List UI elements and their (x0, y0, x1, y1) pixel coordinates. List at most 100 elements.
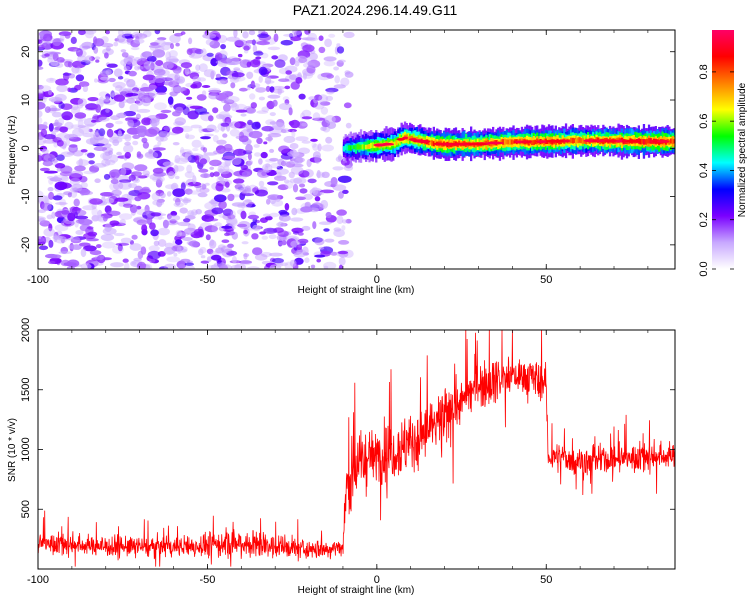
spectrogram-noise-cell (57, 117, 65, 126)
spectrogram-noise-cell (248, 184, 258, 194)
spectrogram-noise-cell (216, 79, 226, 85)
spectrogram-noise-cell (52, 38, 62, 47)
spectrogram-noise-cell (176, 245, 182, 254)
spectrogram-noise-cell (155, 179, 163, 188)
spectrogram-noise-cell (198, 63, 208, 72)
snr-x-tick-label: 50 (540, 574, 552, 586)
spectrogram-noise-cell (280, 129, 287, 134)
spectrogram-noise-cell (243, 45, 250, 51)
spectrogram-noise-cell (69, 144, 78, 148)
spectrogram-noise-cell (120, 49, 127, 53)
spectrogram-noise-cell (249, 59, 261, 68)
spectrogram-noise-cell (301, 225, 311, 231)
spectrogram-noise-cell (102, 98, 117, 106)
spectrogram-noise-cell (243, 252, 248, 260)
spectrogram-noise-cell (247, 119, 253, 126)
spectrogram-noise-cell (131, 234, 138, 240)
spectrogram-noise-cell (172, 126, 184, 134)
spectrogram-noise-cell (83, 170, 96, 175)
spectrogram-noise-cell (195, 64, 201, 71)
spectrogram-noise-cell (82, 205, 96, 211)
spectrogram-noise-cell (115, 120, 123, 125)
spectrogram-noise-cell (80, 263, 92, 269)
spectrogram-noise-cell (252, 224, 262, 231)
spectrogram-noise-cell (58, 251, 72, 255)
spectrogram-noise-cell (269, 148, 275, 153)
spectrogram-noise-cell (170, 43, 174, 50)
spectrogram-noise-cell (110, 115, 121, 121)
spectrogram-noise-cell (230, 210, 236, 220)
spectrogram-noise-cell (168, 58, 180, 62)
spectrogram-noise-cell (160, 109, 172, 114)
spectrogram-noise-cell (184, 66, 190, 76)
spectrogram-noise-cell (139, 87, 154, 92)
spectrogram-noise-cell (113, 94, 126, 102)
spectrogram-noise-cell (155, 85, 168, 94)
spectrogram-noise-cell (223, 165, 230, 172)
spectrogram-noise-cell (240, 259, 253, 266)
spectrogram-noise-cell (268, 234, 277, 240)
spectrogram-noise-cell (128, 174, 136, 181)
spectrogram-noise-cell (199, 158, 208, 165)
spectrogram-noise-cell (175, 239, 183, 246)
spectrogram-noise-cell (224, 232, 230, 237)
spectrogram-noise-cell (183, 197, 189, 205)
spectrogram-noise-cell (198, 126, 204, 133)
spectrogram-noise-cell (338, 256, 346, 266)
spectrogram-noise-cell (133, 38, 145, 44)
spectrogram-noise-cell (267, 133, 282, 138)
spectrogram-noise-cell (237, 155, 249, 159)
spectrogram-frame (37, 29, 676, 270)
spectrogram-noise-cell (55, 62, 64, 68)
snr-y-tick-label: 2000 (20, 318, 32, 342)
spectrogram-noise-cell (38, 209, 46, 214)
spectrogram-noise-cell (226, 56, 240, 65)
spectrogram-noise-cell (324, 180, 338, 188)
spectrogram-noise-cell (100, 76, 110, 81)
snr-x-tick-label: -100 (27, 574, 49, 586)
spectrogram-noise-cell (71, 244, 82, 250)
spectrogram-noise-cell (48, 51, 61, 55)
spectrogram-noise-cell (55, 78, 69, 86)
spectrogram-noise-cell (127, 119, 134, 128)
spectrogram-noise-cell (39, 85, 52, 92)
spectrogram-band-cell (573, 138, 576, 143)
spectrogram-noise-cell (175, 42, 180, 47)
spectrogram-noise-cell (186, 164, 193, 174)
spectrogram-noise-cell (200, 260, 210, 264)
spectrogram-noise-cell (143, 60, 157, 70)
spectrogram-noise-cell (267, 135, 272, 143)
spectrogram-noise-cell (38, 44, 45, 50)
spectrogram-noise-cell (140, 52, 147, 61)
spectrogram-band-cell (344, 144, 347, 150)
spectrogram-band-cell (507, 139, 510, 145)
spectrogram-noise-cell (166, 256, 181, 263)
spectrogram-noise-cell (203, 152, 218, 156)
spectrogram-noise-cell (275, 168, 289, 175)
spectrogram-noise-cell (74, 220, 79, 228)
spectrogram-noise-cell (245, 40, 257, 44)
spectrogram-noise-cell (69, 177, 81, 185)
spectrogram-noise-cell (310, 264, 316, 269)
spectrogram-noise-cell (57, 236, 67, 241)
spectrogram-noise-cell (326, 90, 335, 95)
spectrogram-noise-cell (52, 52, 59, 62)
spectrogram-band-cell (431, 140, 434, 146)
spectrogram-noise-cell (265, 136, 274, 141)
spectrogram-band-cell (570, 137, 573, 144)
spectrogram-noise-cell (312, 117, 326, 121)
spectrogram-noise-cell (325, 87, 339, 93)
spectrogram-noise-cell (67, 87, 72, 93)
spectrogram-noise-cell (147, 250, 161, 260)
spectrogram-peak-cell (453, 142, 470, 146)
spectrogram-noise-cell (252, 44, 258, 54)
spectrogram-noise-cell (164, 242, 174, 249)
spectrogram-noise-cell (325, 211, 332, 219)
spectrogram-noise-cell (102, 241, 116, 249)
spectrogram-noise-cell (113, 232, 125, 237)
spectrogram-noise-cell (93, 132, 101, 141)
spectrogram-noise-cell (227, 219, 238, 227)
spectrogram-noise-cell (38, 39, 43, 44)
spectrogram-noise-cell (108, 77, 116, 83)
spectrogram-noise-cell (118, 30, 124, 37)
